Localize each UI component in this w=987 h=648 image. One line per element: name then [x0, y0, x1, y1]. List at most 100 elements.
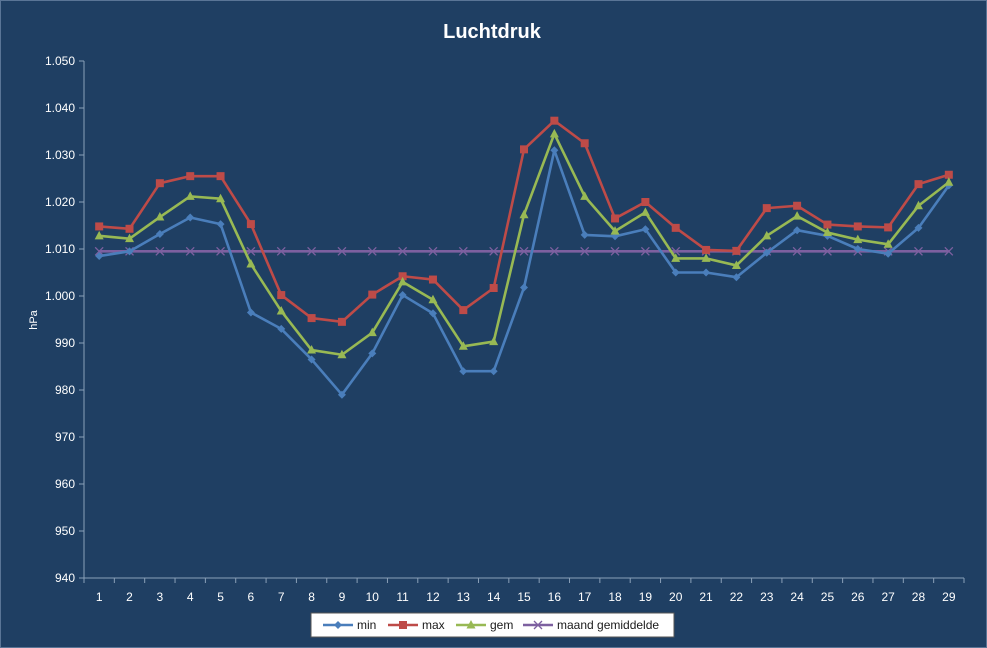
data-point-min — [125, 247, 134, 256]
data-point-gem — [367, 327, 377, 337]
data-point-max — [793, 201, 802, 210]
data-point-max — [762, 204, 771, 213]
data-point-gem — [458, 341, 468, 350]
data-point-min — [702, 268, 711, 277]
x-tick-label: 12 — [426, 590, 440, 604]
data-point-min — [337, 390, 346, 399]
legend-item-min: min — [323, 618, 376, 632]
data-point-maand-gemiddelde — [216, 246, 226, 256]
data-point-gem — [883, 239, 893, 248]
data-point-gem — [489, 336, 499, 346]
legend-item-max: max — [388, 618, 445, 632]
legend-item-maand-gemiddelde: maand gemiddelde — [523, 618, 659, 632]
data-point-min — [732, 273, 741, 282]
data-point-max — [398, 272, 407, 281]
data-point-gem — [610, 226, 620, 235]
data-point-maand-gemiddelde — [428, 246, 438, 256]
x-tick-label: 6 — [248, 590, 255, 604]
data-point-min — [853, 245, 862, 253]
data-point-maand-gemiddelde — [458, 246, 468, 256]
x-tick-label: 8 — [308, 590, 315, 604]
data-point-min — [95, 252, 104, 261]
data-point-gem — [185, 191, 195, 200]
data-point-gem — [337, 349, 347, 359]
chart-title: Luchtdruk — [443, 21, 542, 43]
x-tick-label: 26 — [851, 590, 865, 604]
y-tick-label: 1.040 — [45, 101, 75, 115]
data-point-max — [884, 223, 893, 232]
data-point-gem — [549, 128, 559, 138]
data-point-min — [307, 355, 316, 364]
data-point-min — [368, 349, 377, 358]
legend: min max gem maand gemiddelde — [310, 612, 675, 638]
data-point-gem — [792, 211, 802, 220]
series-gem — [94, 128, 954, 359]
y-tick-label: 980 — [55, 383, 75, 397]
x-axis-ticks: 1 2 3 4 5 6 7 8 9 10 11 12 13 14 15 16 17 18 19 20 21 22 23 24 2… — [83, 578, 965, 604]
x-tick-label: 25 — [821, 590, 835, 604]
data-point-max — [95, 222, 104, 231]
data-point-min — [398, 291, 407, 300]
data-point-min — [520, 283, 528, 292]
data-point-maand-gemiddelde — [337, 246, 347, 256]
data-point-max — [307, 314, 316, 323]
series-maand-gemiddelde — [94, 246, 954, 256]
data-point-min — [580, 230, 589, 239]
data-point-max — [823, 220, 832, 229]
data-point-maand-gemiddelde — [155, 246, 165, 256]
data-point-min — [914, 223, 923, 232]
data-point-min — [762, 248, 771, 257]
data-point-min — [216, 220, 225, 229]
data-point-min — [428, 309, 437, 318]
x-tick-label: 17 — [578, 590, 592, 604]
data-point-maand-gemiddelde — [914, 246, 923, 256]
data-point-gem — [125, 233, 135, 243]
data-point-maand-gemiddelde — [519, 246, 529, 256]
data-point-gem — [822, 227, 832, 237]
data-point-gem — [701, 253, 711, 262]
y-tick-label: 1.000 — [45, 289, 75, 303]
y-axis-title: hPa — [28, 309, 40, 329]
data-point-gem — [155, 212, 165, 221]
data-point-maand-gemiddelde — [367, 246, 377, 256]
data-point-max — [611, 214, 620, 223]
data-point-gem — [913, 200, 923, 210]
data-point-min — [155, 229, 164, 238]
data-point-maand-gemiddelde — [792, 246, 802, 256]
x-tick-label: 1 — [96, 590, 103, 604]
data-point-maand-gemiddelde — [580, 246, 590, 256]
series-min — [95, 146, 953, 399]
legend-label: max — [422, 618, 445, 632]
legend-swatch-marker — [533, 620, 543, 630]
y-tick-label: 1.010 — [45, 242, 75, 256]
axes — [83, 61, 964, 579]
x-tick-label: 22 — [730, 590, 744, 604]
data-point-gem — [671, 253, 681, 262]
x-tick-label: 4 — [187, 590, 194, 604]
data-point-gem — [944, 177, 954, 186]
data-point-min — [550, 146, 559, 155]
data-point-min — [246, 308, 255, 317]
data-point-gem — [762, 230, 772, 240]
data-point-maand-gemiddelde — [549, 246, 559, 256]
x-tick-label: 28 — [912, 590, 926, 604]
data-point-gem — [246, 259, 256, 268]
data-point-max — [914, 180, 923, 189]
data-point-maand-gemiddelde — [610, 246, 620, 256]
x-tick-label: 21 — [699, 590, 713, 604]
data-point-max — [853, 222, 862, 231]
data-point-max — [489, 284, 498, 293]
y-tick-label: 1.030 — [45, 148, 75, 162]
x-tick-label: 2 — [126, 590, 133, 604]
data-point-gem — [276, 306, 286, 315]
x-tick-label: 18 — [608, 590, 622, 604]
data-point-min — [884, 249, 893, 258]
y-tick-label: 950 — [55, 524, 75, 538]
x-tick-label: 3 — [157, 590, 164, 604]
x-tick-label: 13 — [457, 590, 471, 604]
data-point-min — [277, 324, 286, 333]
legend-swatch-marker — [466, 620, 476, 629]
x-tick-label: 23 — [760, 590, 774, 604]
